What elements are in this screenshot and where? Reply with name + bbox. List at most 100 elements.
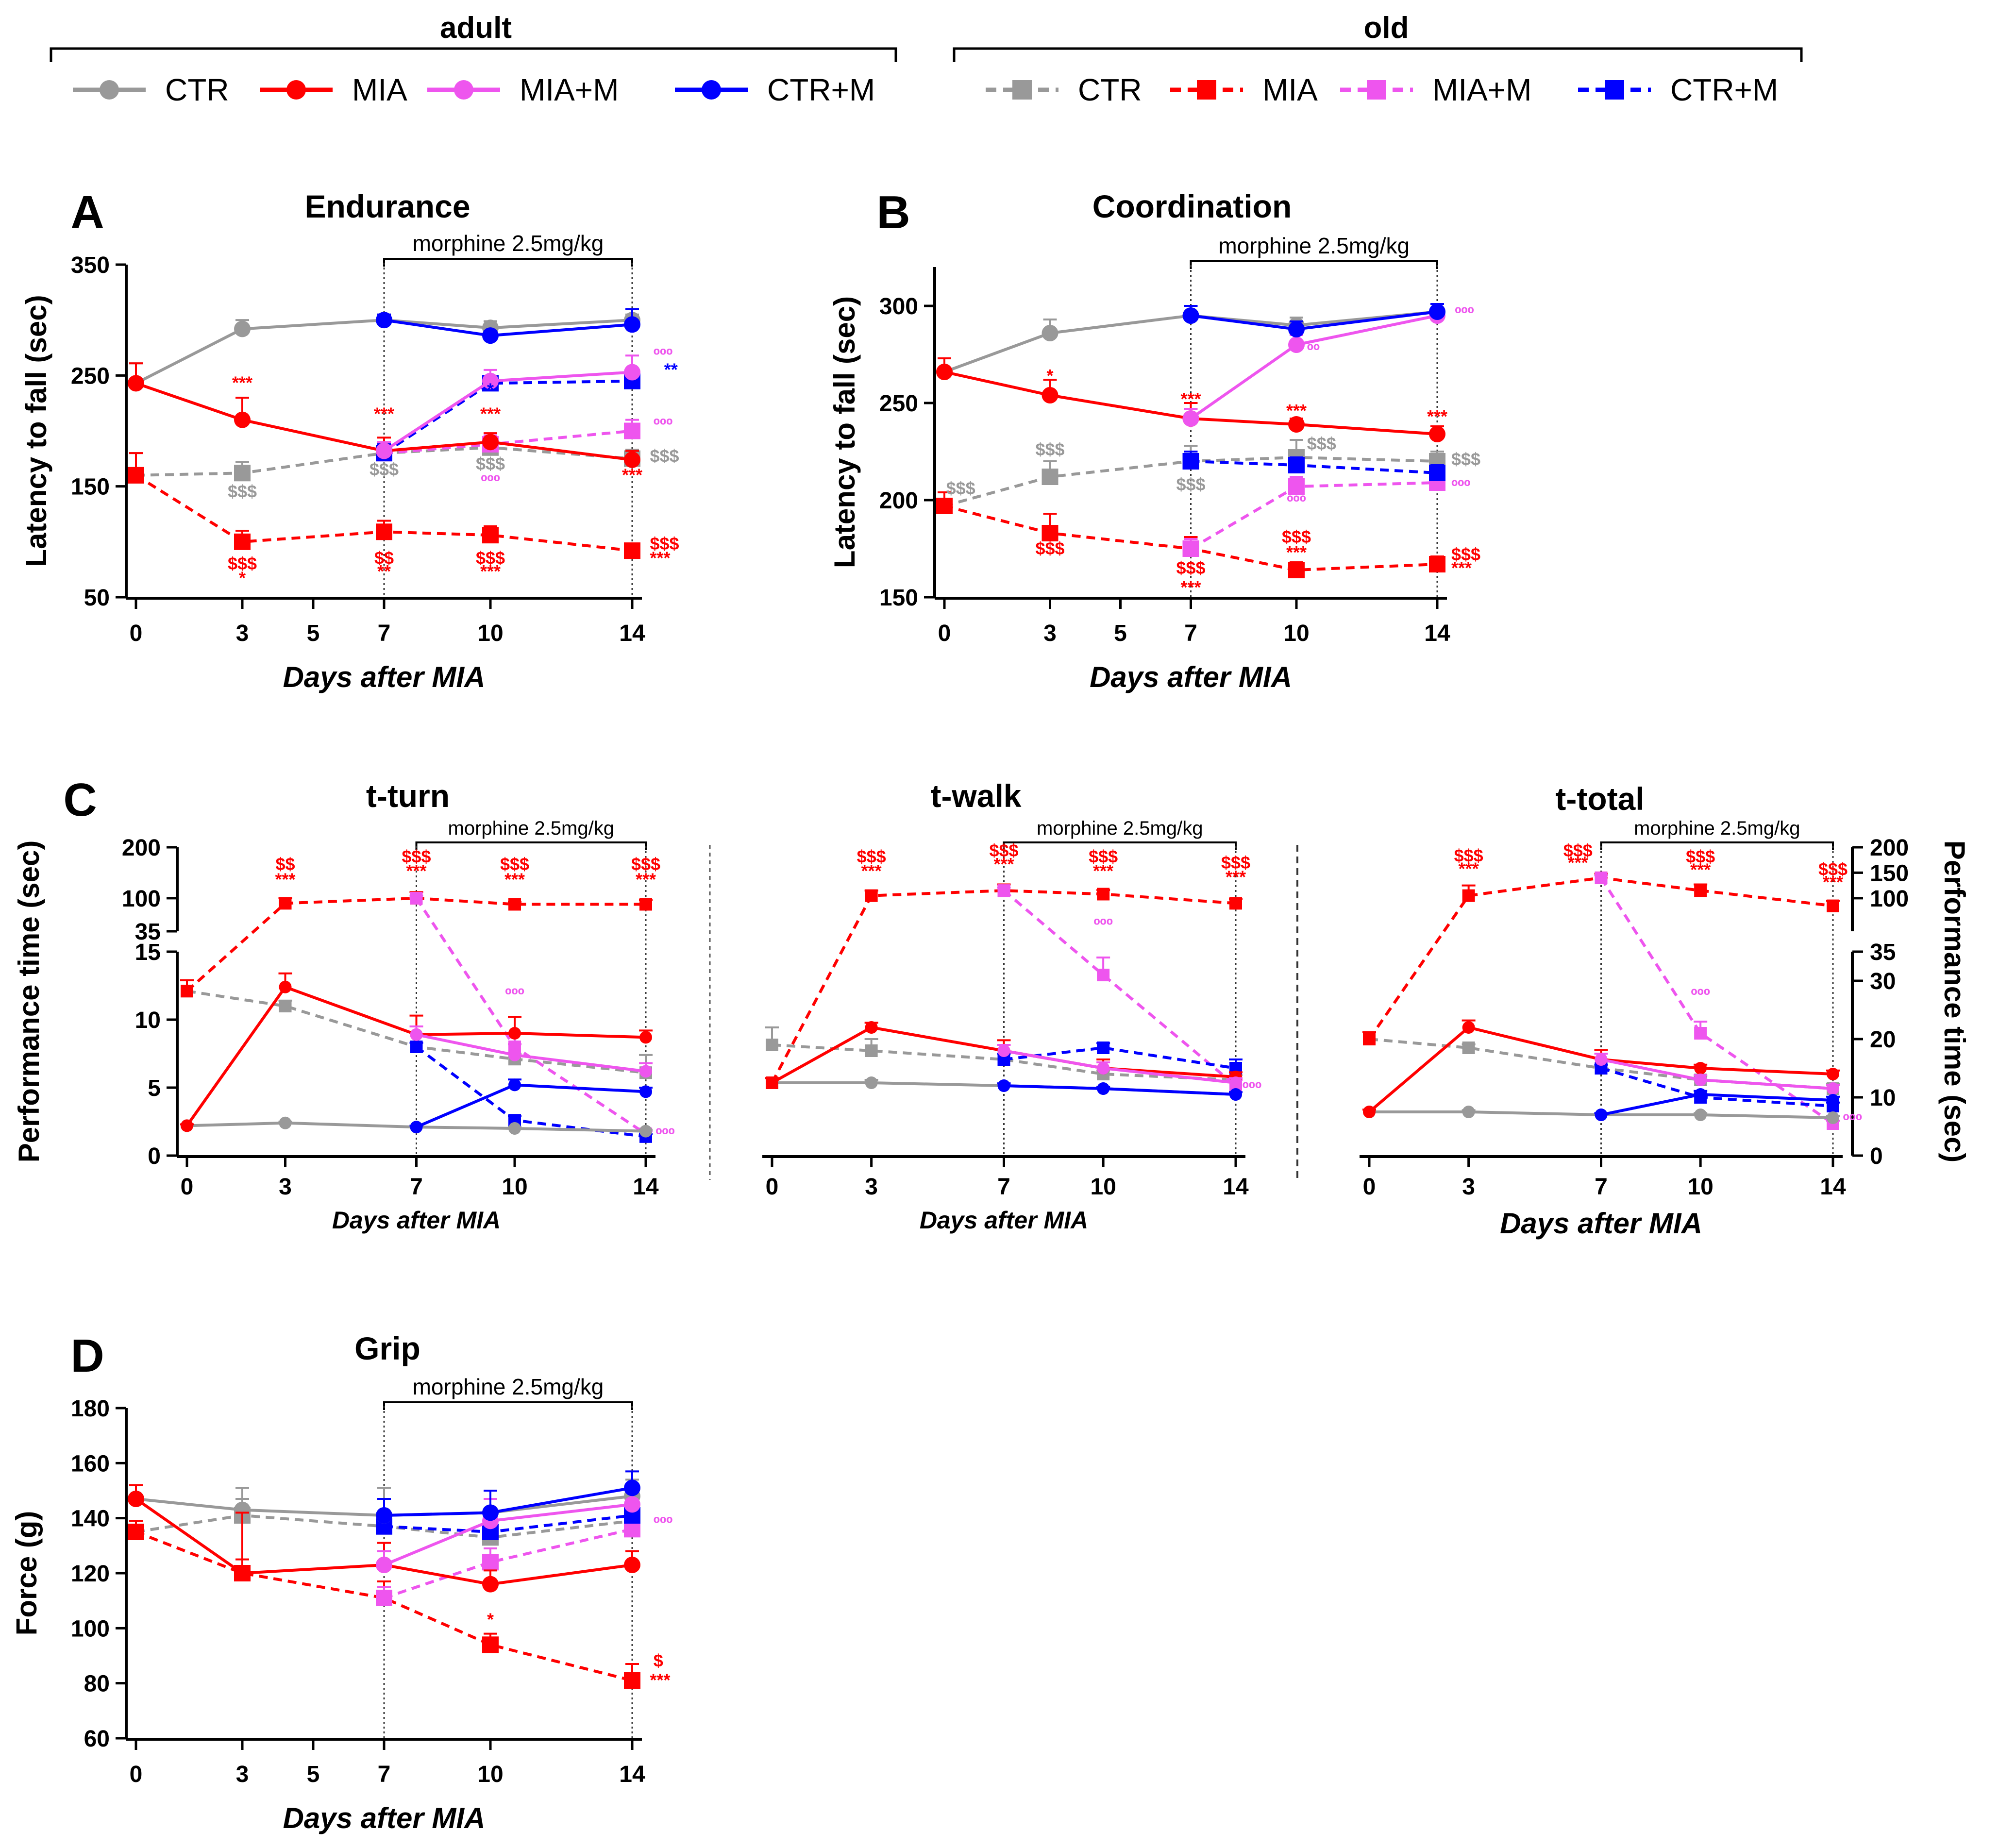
- panel-title: Grip: [354, 1330, 420, 1366]
- x-tick-label: 0: [181, 1174, 194, 1200]
- x-tick-label: 14: [633, 1174, 659, 1200]
- panel-letter: A: [70, 186, 104, 238]
- data-point: [1229, 1088, 1242, 1101]
- data-point: [624, 422, 640, 439]
- data-point: [1229, 1076, 1242, 1089]
- data-point: [1595, 1053, 1608, 1066]
- data-point: [482, 1576, 499, 1593]
- series-line: [1004, 1084, 1236, 1096]
- legend-marker: [1197, 80, 1216, 100]
- y-tick-label: 10: [135, 1008, 161, 1033]
- series-adult-ctr-plus-m: [997, 1079, 1243, 1101]
- significance-mark: ***: [1093, 861, 1113, 881]
- data-point: [128, 467, 144, 484]
- significance-mark: $$$: [228, 554, 257, 573]
- significance-mark: $: [654, 1651, 663, 1671]
- significance-mark: ººº: [481, 471, 500, 491]
- x-tick-label: 7: [378, 621, 391, 646]
- significance-mark: *: [487, 1610, 494, 1630]
- x-axis-label: Days after MIA: [920, 1207, 1088, 1234]
- x-tick-label: 3: [865, 1174, 878, 1200]
- data-point: [1827, 899, 1839, 912]
- y-tick-label: 200: [879, 488, 918, 514]
- morphine-bracket: [1003, 841, 1237, 850]
- series-adult-ctr-plus-m: [1182, 303, 1445, 337]
- y-tick-label: 300: [879, 294, 918, 319]
- y-tick-label: 100: [122, 886, 161, 912]
- significance-mark: $$$: [857, 846, 886, 866]
- x-tick-label: 7: [410, 1174, 423, 1200]
- significance-mark: $$$: [650, 446, 679, 466]
- data-point: [410, 1041, 423, 1053]
- y-tick-label: 20: [1870, 1027, 1896, 1053]
- legend-marker: [100, 80, 119, 100]
- series-adult-mia-plus-m: [1594, 1053, 1840, 1095]
- panel-title: t-total: [1555, 781, 1644, 817]
- x-tick-label: 0: [130, 621, 143, 646]
- legend-group-old: old CTR MIA MIA+M CTR+M: [953, 11, 1803, 107]
- x-axis-label: Days after MIA: [283, 661, 486, 693]
- series-line: [135, 1530, 633, 1682]
- legend-bracket: [953, 47, 1803, 62]
- data-point: [1288, 336, 1305, 353]
- y-tick-label: 15: [135, 940, 161, 965]
- significance-mark: $$$: [228, 482, 257, 502]
- x-tick-label: 14: [1424, 621, 1450, 646]
- significance-mark: ***: [1286, 401, 1307, 420]
- significance-mark: ***: [650, 1670, 671, 1690]
- morphine-label: morphine 2.5mg/kg: [1634, 818, 1800, 839]
- data-point: [1097, 1062, 1110, 1075]
- data-point: [482, 1504, 499, 1521]
- data-point: [997, 1079, 1010, 1092]
- significance-mark: $$$: [1307, 434, 1336, 454]
- x-tick-label: 10: [1687, 1174, 1713, 1200]
- data-point: [508, 1048, 521, 1061]
- data-point: [1182, 410, 1199, 427]
- data-point: [865, 889, 878, 902]
- data-point: [234, 533, 251, 550]
- data-point: [410, 1121, 423, 1134]
- panel-title: Coordination: [1092, 188, 1292, 224]
- x-tick-label: 0: [130, 1762, 143, 1787]
- x-tick-label: 3: [279, 1174, 292, 1200]
- legend-label: CTR: [165, 72, 229, 107]
- x-tick-label: 10: [1283, 621, 1309, 646]
- y-tick-label: 120: [71, 1561, 110, 1587]
- data-point: [1097, 888, 1110, 901]
- x-tick-label: 7: [1184, 621, 1197, 646]
- series-line: [1191, 460, 1438, 474]
- data-point: [1363, 1033, 1376, 1045]
- data-point: [1462, 1042, 1475, 1054]
- significance-mark: $$$: [1451, 544, 1480, 564]
- legend-marker: [702, 80, 721, 100]
- y-tick-label: 80: [84, 1671, 110, 1697]
- data-point: [1097, 1082, 1110, 1095]
- data-point: [639, 898, 652, 911]
- data-point: [234, 411, 251, 428]
- data-point: [376, 1507, 392, 1524]
- series-adult-mia-plus-m: [1182, 307, 1445, 427]
- data-point: [865, 1044, 878, 1057]
- series-line: [415, 897, 647, 1135]
- data-point: [1182, 540, 1199, 557]
- significance-mark: **: [377, 561, 391, 581]
- series-line: [772, 1043, 1236, 1081]
- y-tick-label: 100: [71, 1616, 110, 1642]
- significance-mark: $$$: [500, 854, 529, 874]
- data-point: [1595, 1109, 1608, 1121]
- y-tick-label: 30: [1870, 969, 1896, 994]
- data-point: [376, 312, 392, 329]
- y-tick-label: 200: [122, 835, 161, 861]
- x-tick-label: 14: [619, 621, 645, 646]
- series-line: [1003, 1049, 1236, 1084]
- y-tick-label: 140: [71, 1506, 110, 1532]
- series-line: [771, 889, 1236, 1084]
- data-point: [1042, 525, 1058, 541]
- significance-mark: ººº: [1843, 1110, 1862, 1130]
- series-line: [416, 1033, 646, 1073]
- data-point: [128, 1491, 144, 1507]
- significance-mark: ***: [1180, 389, 1201, 409]
- morphine-label: morphine 2.5mg/kg: [448, 818, 614, 839]
